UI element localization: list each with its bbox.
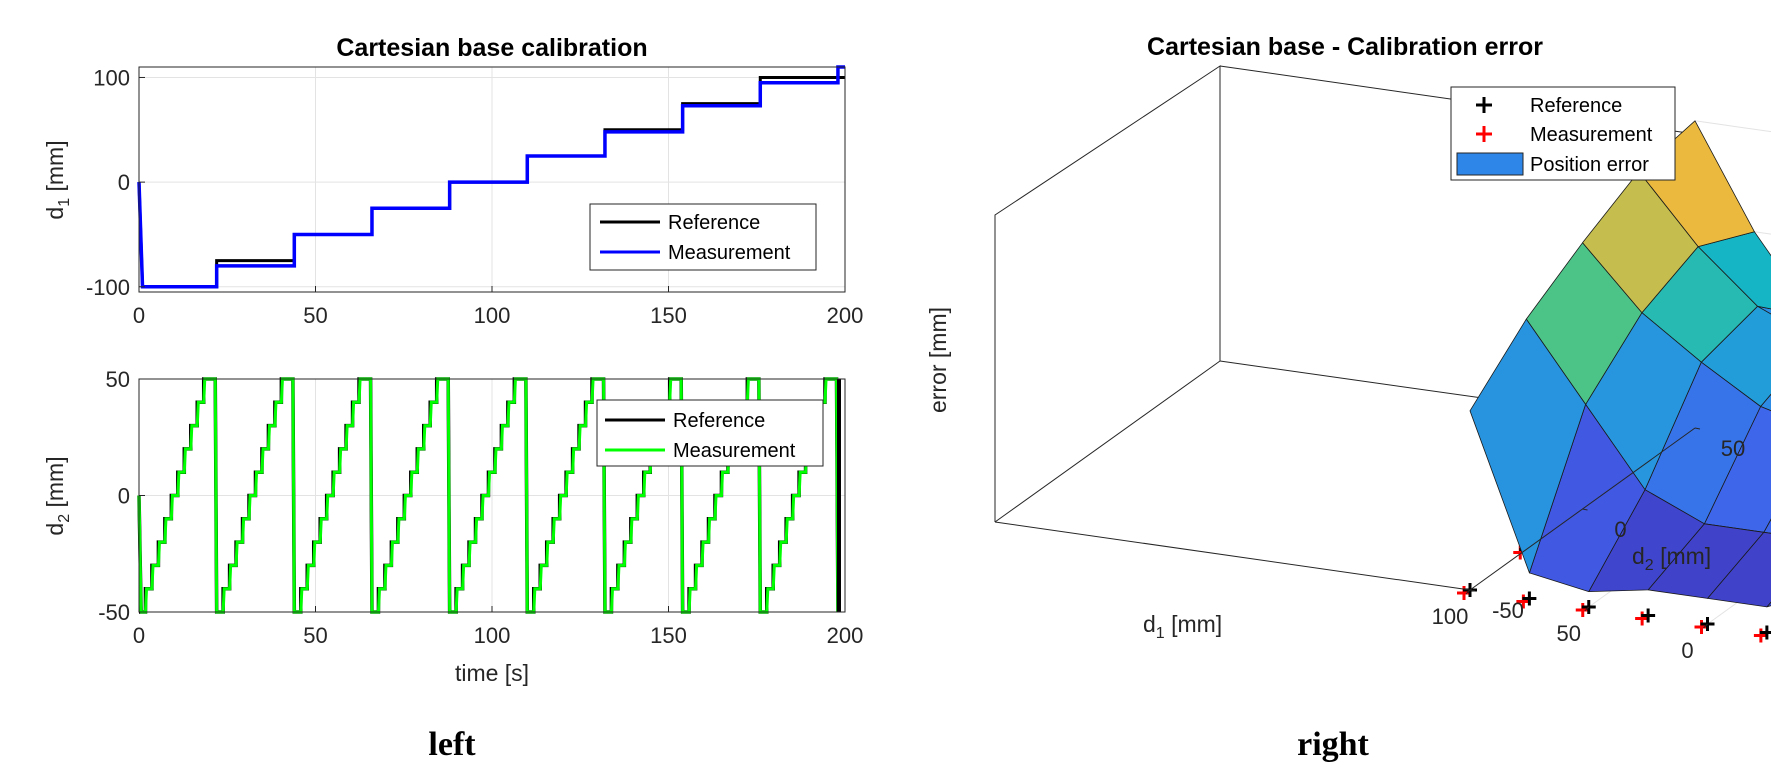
y-tick-label: 50 <box>1721 436 1745 461</box>
y-tick-mark <box>1694 427 1701 430</box>
legend-label-reference: Reference <box>673 410 765 432</box>
x-tick-label: 0 <box>1681 638 1693 663</box>
x-tick-label: 200 <box>827 623 864 648</box>
plot-d1-ylabel: d1 [mm] <box>42 140 73 219</box>
legend-label-reference: Reference <box>1530 95 1622 117</box>
x-tick-label: 150 <box>650 303 687 328</box>
legend-swatch-measurement <box>1476 126 1492 142</box>
x-tick-label: 150 <box>650 623 687 648</box>
x-tick-label: 200 <box>827 303 864 328</box>
plot-d2-x-ticks: 0 50 100 150 200 <box>133 606 863 648</box>
plot-3d-surface <box>1469 120 1771 608</box>
plot-3d-xlabel: d1 [mm] <box>1143 611 1222 642</box>
legend-swatch-reference <box>1476 97 1492 113</box>
x-tick-label: 100 <box>474 623 511 648</box>
legend-label-position-error: Position error <box>1530 154 1649 176</box>
plot-d1: Cartesian base calibration 0 50 100 150 200 … <box>42 34 863 328</box>
legend-label-measurement: Measurement <box>668 242 791 264</box>
plot-d2-xlabel: time [s] <box>455 660 529 686</box>
y-tick-label: 0 <box>118 484 130 509</box>
x-tick-label: 0 <box>133 623 145 648</box>
plot-3d-title: Cartesian base - Calibration error <box>1147 33 1543 61</box>
plot-d1-legend: Reference Measurement <box>589 203 817 271</box>
x-tick-mark <box>1465 589 1471 595</box>
series-line-measurement <box>137 65 845 289</box>
x-tick-label: 100 <box>474 303 511 328</box>
y-tick-mark <box>1582 508 1588 511</box>
series-line-measurement <box>137 377 840 614</box>
plot-3d-ylabel: d2 [mm] <box>1632 543 1711 574</box>
y-tick-label: 100 <box>93 65 130 90</box>
y-tick-label: -50 <box>98 600 130 625</box>
plot-d1-y-ticks: -100 0 100 <box>86 65 145 300</box>
x-tick-label: 0 <box>133 303 145 328</box>
y-tick-mark <box>1469 589 1476 592</box>
legend-label-reference: Reference <box>668 212 760 234</box>
plot-d1-x-ticks: 0 50 100 150 200 <box>133 286 863 328</box>
plot-3d-error: Cartesian base - Calibration error -100-… <box>925 33 1771 663</box>
x-tick-label: 100 <box>1432 604 1469 629</box>
legend-swatch-position-error <box>1456 152 1524 176</box>
plot-d2-y-ticks: -50 0 50 <box>98 367 145 625</box>
y-tick-label: -50 <box>1492 598 1524 623</box>
caption-right: right <box>1297 726 1369 763</box>
x-tick-mark <box>1703 623 1708 629</box>
y-tick-label: 0 <box>118 170 130 195</box>
x-tick-mark <box>1584 606 1590 612</box>
plot-d1-series <box>137 65 845 289</box>
plot-d1-title: Cartesian base calibration <box>336 34 647 62</box>
surface-patch <box>1469 318 1586 574</box>
plot-d2-legend: Reference Measurement <box>596 399 824 467</box>
x-tick-label: 50 <box>303 623 327 648</box>
y-tick-label: 50 <box>106 367 130 392</box>
caption-left: left <box>428 726 476 763</box>
legend-label-measurement: Measurement <box>1530 124 1653 146</box>
plot-d2-series <box>137 377 841 614</box>
plot-3d-zlabel: error [mm] <box>925 307 951 413</box>
plot-3d-legend: Reference Measurement Position error <box>1450 86 1676 181</box>
x-tick-label: 50 <box>1557 621 1581 646</box>
y-tick-label: 0 <box>1614 517 1626 542</box>
legend-label-measurement: Measurement <box>673 440 796 462</box>
y-tick-label: -100 <box>86 275 130 300</box>
plot-3d-ticks: -100-50050100-500500246 <box>1432 427 1745 663</box>
plot-d2-ylabel: d2 [mm] <box>42 456 73 535</box>
x-tick-label: 50 <box>303 303 327 328</box>
surface-patch <box>1760 393 1771 412</box>
